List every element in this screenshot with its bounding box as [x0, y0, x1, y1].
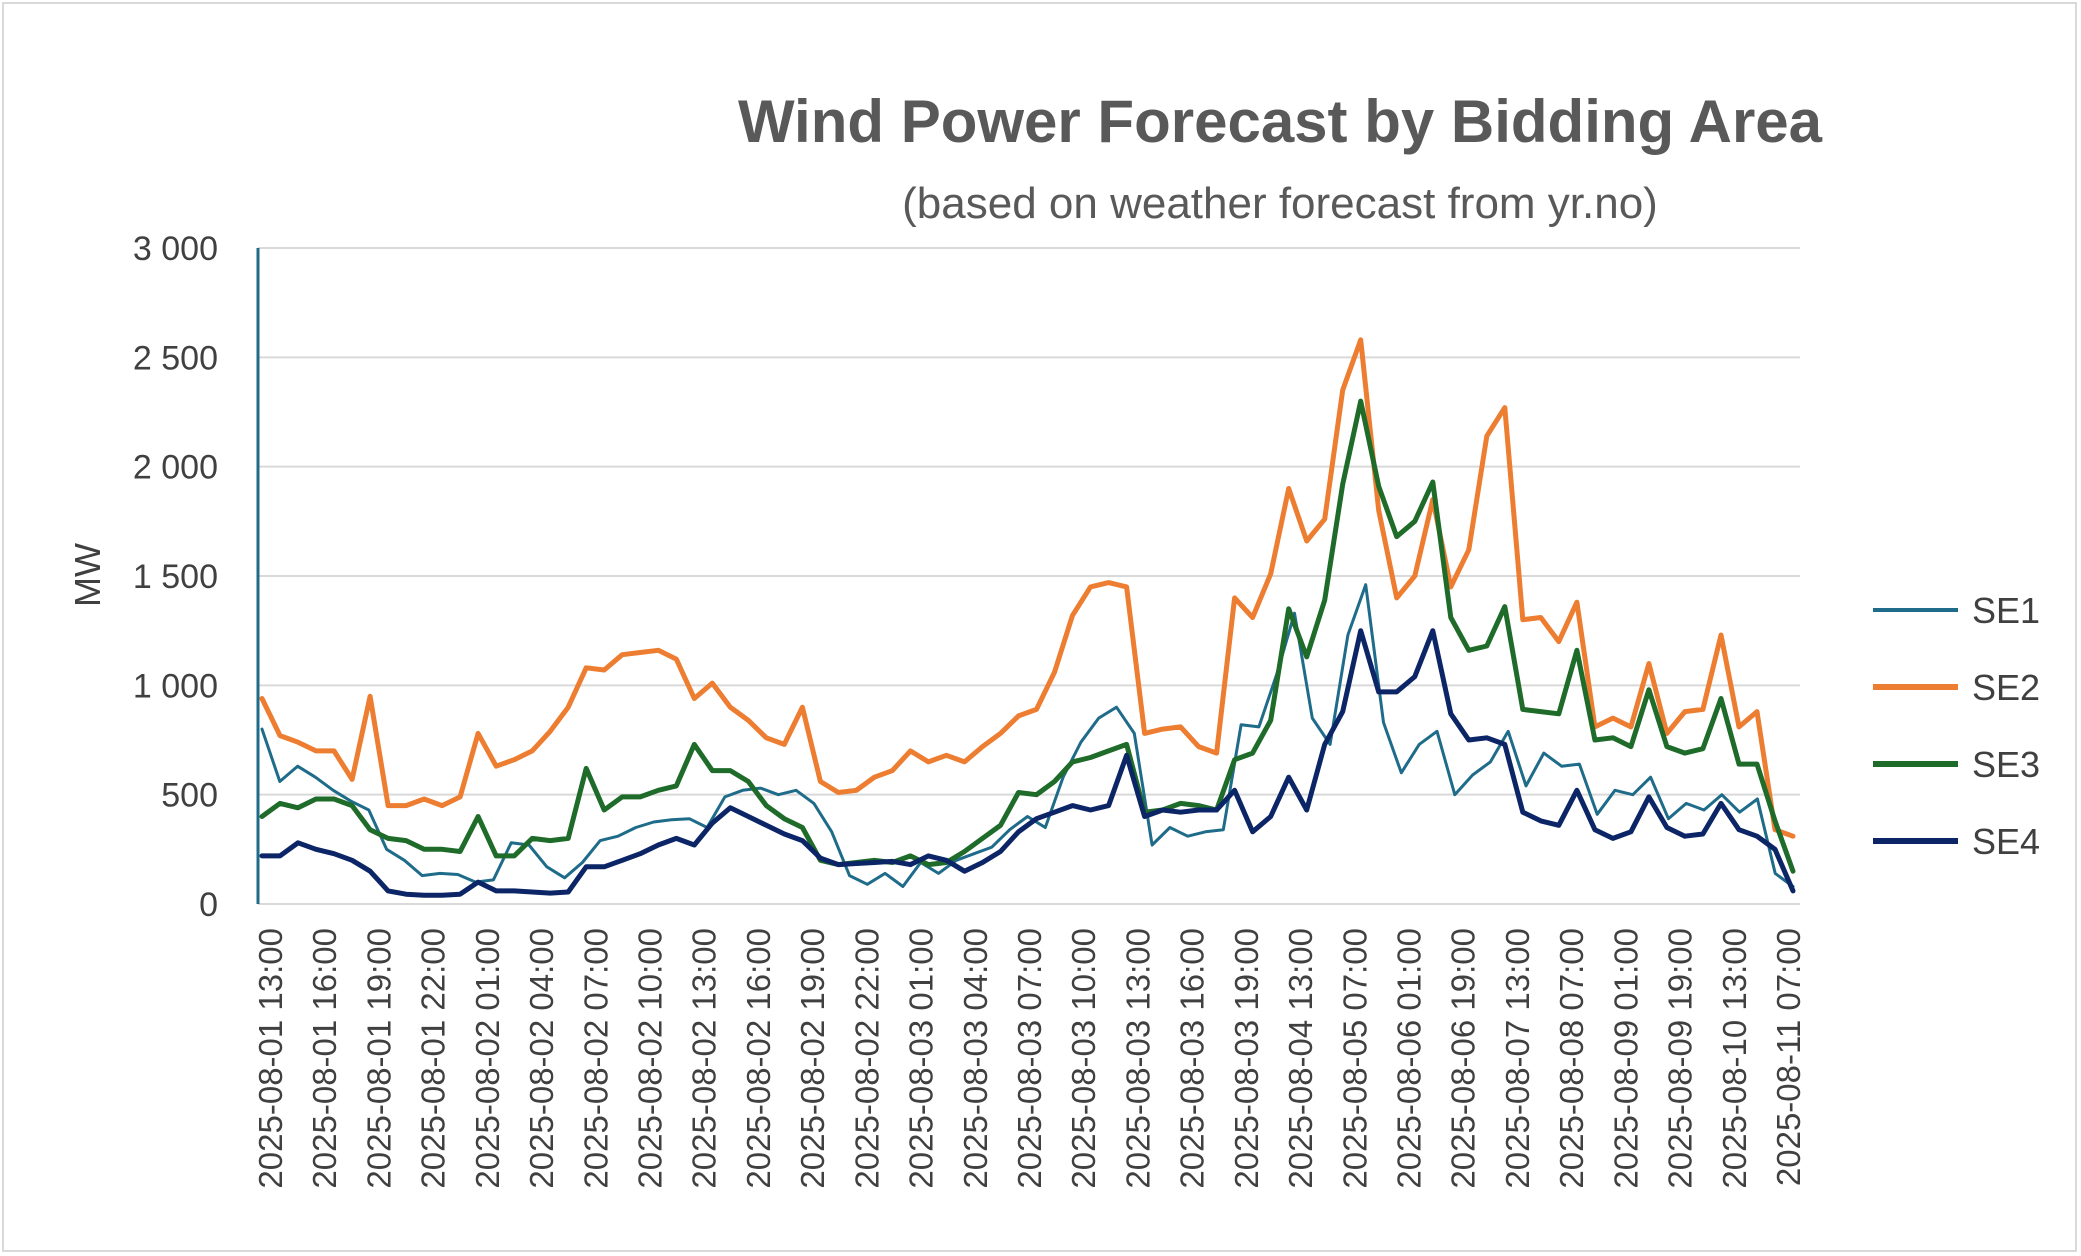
x-tick-label: 2025-08-01 19:00 — [360, 928, 397, 1189]
y-tick-label: 2 500 — [133, 339, 218, 377]
y-tick-label: 1 500 — [133, 558, 218, 596]
y-tick-label: 500 — [161, 777, 218, 815]
x-tick-label: 2025-08-05 07:00 — [1336, 928, 1373, 1189]
y-tick-label: 2 000 — [133, 449, 218, 487]
x-tick-label: 2025-08-03 16:00 — [1174, 928, 1211, 1189]
x-tick-label: 2025-08-02 16:00 — [740, 928, 777, 1189]
x-tick-label: 2025-08-01 22:00 — [415, 928, 452, 1189]
x-tick-label: 2025-08-08 07:00 — [1553, 928, 1590, 1189]
x-tick-label: 2025-08-03 04:00 — [957, 928, 994, 1189]
x-tick-label: 2025-08-02 07:00 — [577, 928, 614, 1189]
x-tick-label: 2025-08-01 13:00 — [252, 928, 289, 1189]
series-line-se1 — [260, 583, 1795, 888]
series-line-se3 — [259, 398, 1796, 874]
x-tick-label: 2025-08-02 04:00 — [523, 928, 560, 1189]
y-tick-label: 1 000 — [133, 667, 218, 705]
x-tick-label: 2025-08-10 13:00 — [1716, 928, 1753, 1189]
x-tick-label: 2025-08-01 16:00 — [306, 928, 343, 1189]
x-tick-label: 2025-08-03 07:00 — [1011, 928, 1048, 1189]
legend-label-se4: SE4 — [1972, 821, 2040, 862]
x-tick-label: 2025-08-02 01:00 — [469, 928, 506, 1189]
x-tick-label: 2025-08-02 10:00 — [632, 928, 669, 1189]
x-tick-label: 2025-08-09 01:00 — [1607, 928, 1644, 1189]
legend: SE1 SE2 SE3 SE4 — [1873, 590, 2040, 862]
x-tick-label: 2025-08-02 13:00 — [686, 928, 723, 1189]
legend-label-se1: SE1 — [1972, 590, 2040, 631]
series-lines — [259, 337, 1796, 898]
y-axis-label: MW — [67, 543, 108, 607]
y-tick-label: 3 000 — [133, 230, 218, 268]
x-tick-label: 2025-08-11 07:00 — [1770, 928, 1807, 1186]
chart-title: Wind Power Forecast by Bidding Area — [738, 88, 1823, 155]
x-tick-label: 2025-08-03 19:00 — [1228, 928, 1265, 1189]
x-axis-ticks: 2025-08-01 13:00 2025-08-01 16:00 2025-08-… — [252, 928, 1807, 1189]
x-tick-label: 2025-08-06 19:00 — [1445, 928, 1482, 1189]
x-tick-label: 2025-08-07 13:00 — [1499, 928, 1536, 1189]
series-line-se2 — [259, 337, 1796, 839]
x-tick-label: 2025-08-03 01:00 — [903, 928, 940, 1189]
chart-subtitle: (based on weather forecast from yr.no) — [902, 179, 1658, 228]
x-tick-label: 2025-08-06 01:00 — [1391, 928, 1428, 1189]
legend-label-se3: SE3 — [1972, 744, 2040, 785]
x-tick-label: 2025-08-04 13:00 — [1282, 928, 1319, 1189]
x-tick-label: 2025-08-02 22:00 — [848, 928, 885, 1189]
x-tick-label: 2025-08-09 19:00 — [1662, 928, 1699, 1189]
gridlines — [258, 247, 1800, 905]
series-line-se4 — [259, 628, 1796, 898]
legend-label-se2: SE2 — [1972, 667, 2040, 708]
x-tick-label: 2025-08-03 13:00 — [1119, 928, 1156, 1189]
y-tick-label: 0 — [199, 886, 218, 924]
x-tick-label: 2025-08-03 10:00 — [1065, 928, 1102, 1189]
x-tick-label: 2025-08-02 19:00 — [794, 928, 831, 1189]
y-axis-ticks: 0 500 1 000 1 500 2 000 2 500 3 000 — [133, 230, 218, 924]
